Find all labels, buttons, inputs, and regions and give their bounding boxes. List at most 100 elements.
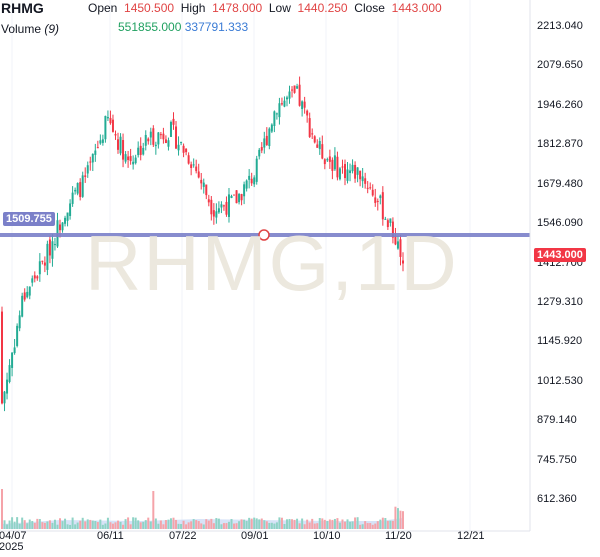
- candle-body: [331, 159, 334, 171]
- candle-body: [233, 194, 236, 196]
- price-tick-label: 1546.090: [537, 217, 583, 230]
- candle-body: [258, 149, 261, 157]
- volume-bar: [16, 517, 19, 529]
- candle-body: [248, 175, 251, 180]
- candle-body: [366, 187, 369, 189]
- volume-bar: [364, 521, 367, 529]
- volume-bar: [381, 517, 384, 529]
- volume-bar: [48, 520, 51, 529]
- candle-body: [369, 187, 372, 189]
- candle-body: [391, 221, 394, 238]
- volume-bar: [79, 520, 82, 529]
- candle-body: [91, 153, 94, 163]
- volume-bar: [285, 519, 288, 529]
- volume-bar: [215, 518, 218, 529]
- price-tick-label: 1679.480: [537, 177, 583, 190]
- volume-bar: [333, 518, 336, 529]
- volume-bar: [172, 517, 175, 529]
- candle-body: [84, 175, 87, 177]
- candle-body: [349, 170, 352, 174]
- volume-bar: [18, 523, 21, 529]
- candle-body: [137, 147, 140, 156]
- candle-body: [321, 144, 324, 159]
- volume-bar: [86, 519, 89, 529]
- volume-bar: [195, 520, 198, 529]
- symbol-title[interactable]: RHMG: [1, 0, 44, 16]
- price-tick-label: 612.360: [537, 493, 577, 505]
- volume-bar: [283, 524, 286, 529]
- candle-body: [31, 278, 34, 283]
- candle-body: [195, 166, 198, 172]
- price-tick-label: 1279.310: [537, 295, 583, 308]
- volume-bar: [217, 518, 220, 529]
- candle-body: [76, 182, 79, 194]
- volume-bar: [250, 518, 253, 529]
- volume-bar: [182, 520, 185, 529]
- candle-body: [38, 261, 41, 275]
- candle-body: [301, 101, 304, 110]
- price-tick-label: 1012.530: [537, 374, 583, 387]
- volume-bar: [187, 522, 190, 529]
- volume-bar: [117, 520, 120, 529]
- candle-body: [182, 145, 185, 153]
- volume-bar: [402, 511, 404, 529]
- volume-bar: [278, 517, 281, 529]
- candle-body: [316, 144, 319, 148]
- candle-body: [152, 128, 155, 145]
- volume-bar: [346, 519, 349, 529]
- volume-bar: [142, 521, 145, 529]
- volume-bar: [81, 517, 84, 529]
- volume-bar: [127, 517, 130, 529]
- volume-bar: [270, 522, 273, 529]
- candle-body: [36, 276, 39, 279]
- candle-body: [117, 139, 120, 150]
- chart-grid: [11, 0, 471, 531]
- volume-bar: [167, 519, 170, 529]
- volume-bar: [303, 524, 306, 529]
- volume-bar: [175, 519, 178, 529]
- candle-body: [280, 103, 283, 105]
- candle-body: [323, 159, 326, 165]
- volume-bar: [301, 518, 304, 529]
- volume-bar: [341, 519, 344, 529]
- volume-bar: [13, 521, 16, 529]
- candle-body: [101, 139, 104, 143]
- candle-body: [144, 134, 147, 146]
- volume-bar: [235, 523, 238, 529]
- candle-body: [127, 156, 130, 160]
- candle-body: [51, 241, 54, 259]
- volume-bar: [391, 520, 394, 529]
- candle-body: [343, 164, 346, 179]
- candle-body: [46, 243, 49, 270]
- candle-body: [238, 194, 241, 203]
- close-value: 1443.000: [391, 1, 442, 15]
- candle-body: [379, 195, 382, 199]
- volume-bar: [343, 521, 346, 529]
- volume-bar: [205, 519, 208, 529]
- volume-bar: [111, 523, 114, 529]
- volume-bar: [222, 523, 225, 529]
- candle-body: [235, 190, 238, 204]
- volume-bar: [99, 519, 102, 529]
- candle-body: [122, 140, 125, 160]
- volume-bar: [328, 519, 331, 529]
- candle-body: [177, 144, 180, 151]
- volume-bar: [298, 523, 301, 529]
- price-tick-label: 1812.870: [537, 138, 583, 151]
- volume-bar: [376, 521, 379, 529]
- candle-body: [275, 113, 278, 115]
- volume-bar: [313, 523, 316, 529]
- candle-body: [253, 177, 256, 185]
- volume-legend[interactable]: Volume (9): [1, 22, 60, 36]
- candle-body: [6, 379, 9, 394]
- candle-body: [346, 169, 349, 181]
- level-price-tag: 1509.755: [3, 212, 55, 226]
- volume-bar: [109, 522, 112, 529]
- candle-body: [255, 158, 258, 182]
- volume-bar: [318, 518, 321, 529]
- volume-bar: [291, 519, 294, 529]
- candle-body: [197, 171, 200, 178]
- candle-body: [104, 115, 107, 140]
- volume-bar: [306, 519, 309, 529]
